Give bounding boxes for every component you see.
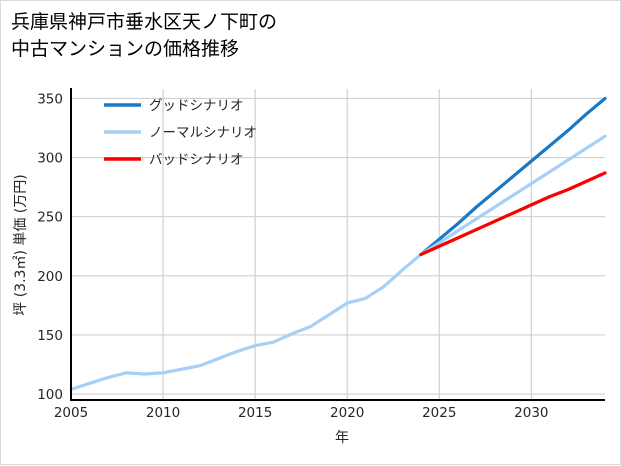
y-axis-tick-labels: 100 150 200 250 300 350	[37, 91, 63, 403]
x-tick-label: 2020	[330, 405, 364, 421]
chart-title: 兵庫県神戸市垂水区天ノ下町の 中古マンションの価格推移	[11, 12, 278, 60]
x-axis-tick-labels: 2005 2010 2015 2020 2025 2030	[54, 405, 549, 421]
axis-lines-group	[70, 88, 605, 401]
legend-label: グッドシナリオ	[149, 98, 244, 114]
y-tick-label: 350	[37, 91, 63, 107]
data-series-group	[69, 96, 607, 391]
x-tick-label: 2030	[514, 405, 548, 421]
x-tick-label: 2025	[422, 405, 456, 421]
y-tick-label: 300	[37, 151, 63, 167]
series-line	[419, 171, 607, 257]
x-tick-label: 2010	[146, 405, 180, 421]
series-line	[419, 96, 607, 257]
legend-label: ノーマルシナリオ	[149, 125, 257, 141]
y-axis-title: 坪 (3.3㎡) 単価 (万円)	[13, 174, 29, 315]
legend-label: バッドシナリオ	[149, 152, 244, 168]
series-line	[69, 134, 607, 391]
y-tick-label: 150	[37, 328, 63, 344]
y-tick-label: 250	[37, 210, 63, 226]
x-tick-label: 2015	[238, 405, 272, 421]
y-tick-label: 100	[37, 387, 63, 403]
x-axis-title: 年	[335, 430, 349, 446]
x-tick-label: 2005	[54, 405, 88, 421]
y-tick-label: 200	[37, 269, 63, 285]
